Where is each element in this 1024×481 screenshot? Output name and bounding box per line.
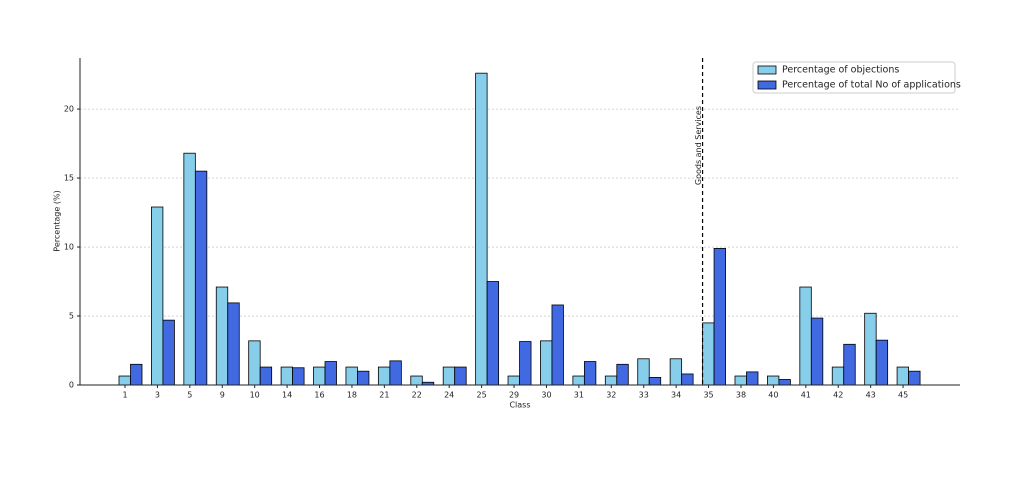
bar xyxy=(843,343,856,386)
bar xyxy=(151,206,164,386)
x-tick-label: 25 xyxy=(477,391,487,400)
x-tick-label: 16 xyxy=(314,391,324,400)
x-tick-label: 29 xyxy=(509,391,519,400)
bar xyxy=(799,286,812,386)
bar xyxy=(248,340,261,386)
x-tick-label: 14 xyxy=(282,391,292,400)
x-tick-label: 22 xyxy=(412,391,422,400)
x-tick-label: 24 xyxy=(444,391,454,400)
x-tick-label: 31 xyxy=(574,391,584,400)
x-tick-label: 9 xyxy=(220,391,225,400)
legend-box xyxy=(752,61,956,94)
legend-label: Percentage of objections xyxy=(782,65,899,76)
bar xyxy=(194,170,208,386)
bar xyxy=(313,366,326,386)
bar xyxy=(259,366,273,386)
bar xyxy=(540,340,553,386)
bar xyxy=(377,366,391,386)
bar xyxy=(183,152,196,386)
bar xyxy=(604,375,618,386)
bar xyxy=(778,379,791,386)
x-tick-label: 45 xyxy=(898,391,908,400)
x-tick-label: 30 xyxy=(541,391,551,400)
bar xyxy=(810,317,824,386)
y-tick-label: 10 xyxy=(64,243,74,252)
bar xyxy=(713,248,726,386)
x-tick-label: 21 xyxy=(379,391,389,400)
bar xyxy=(442,366,456,386)
bar xyxy=(831,366,845,386)
bar xyxy=(486,281,500,386)
bar xyxy=(454,366,467,386)
x-tick-label: 10 xyxy=(250,391,260,400)
bar xyxy=(389,360,402,386)
bar xyxy=(908,370,921,386)
bar xyxy=(637,358,650,386)
legend-swatch xyxy=(757,65,777,75)
x-tick-label: 18 xyxy=(347,391,357,400)
bar xyxy=(864,312,877,386)
bar xyxy=(551,304,564,386)
bar xyxy=(681,373,694,386)
bar xyxy=(896,366,909,386)
bar xyxy=(702,322,715,386)
legend-swatch xyxy=(757,80,777,90)
x-tick-label: 5 xyxy=(187,391,192,400)
bar xyxy=(519,341,532,386)
bar xyxy=(616,363,629,386)
x-tick-label: 33 xyxy=(639,391,649,400)
bar xyxy=(746,371,759,386)
x-tick-label: 42 xyxy=(833,391,843,400)
bar xyxy=(280,366,294,386)
x-tick-label: 41 xyxy=(801,391,811,400)
x-tick-label: 34 xyxy=(671,391,681,400)
bar xyxy=(669,358,683,386)
bar xyxy=(227,302,240,386)
bar xyxy=(475,72,488,386)
bar xyxy=(292,367,305,386)
bar xyxy=(767,375,780,386)
y-tick-label: 5 xyxy=(69,312,74,321)
x-tick-label: 40 xyxy=(768,391,778,400)
bar xyxy=(345,366,358,386)
x-tick-label: 1 xyxy=(122,391,127,400)
y-tick-label: 20 xyxy=(64,105,74,114)
x-tick-label: 3 xyxy=(155,391,160,400)
x-tick-label: 43 xyxy=(866,391,876,400)
x-tick-label: 38 xyxy=(736,391,746,400)
x-tick-label: 35 xyxy=(703,391,713,400)
bar xyxy=(324,361,337,386)
y-tick-label: 15 xyxy=(64,174,74,183)
bar xyxy=(583,361,597,386)
bar xyxy=(130,363,143,386)
bar xyxy=(410,375,423,386)
y-axis-label: Percentage (%) xyxy=(53,190,62,251)
y-tick-label: 0 xyxy=(69,381,74,390)
bar xyxy=(648,377,662,386)
annotation: Goods and Services xyxy=(694,106,703,185)
bar xyxy=(357,370,370,386)
legend: Percentage of objections Percentage of to… xyxy=(752,61,961,94)
legend-label: Percentage of total No of applications xyxy=(782,80,961,91)
bar xyxy=(215,286,229,386)
bar xyxy=(118,375,131,386)
x-tick-label: 32 xyxy=(606,391,616,400)
bar xyxy=(507,375,520,386)
bar xyxy=(875,339,889,386)
bar xyxy=(162,319,175,386)
x-axis-label: Class xyxy=(509,401,530,410)
bar xyxy=(572,375,585,386)
bar xyxy=(734,375,747,386)
